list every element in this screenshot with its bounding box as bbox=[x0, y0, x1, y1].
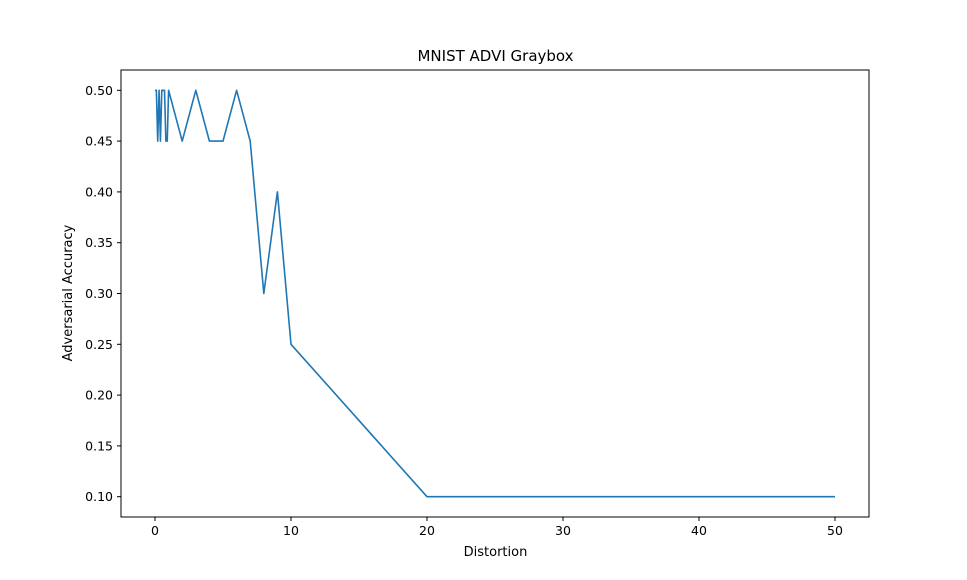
chart-title: MNIST ADVI Graybox bbox=[417, 47, 573, 65]
x-tick-label: 10 bbox=[283, 523, 299, 538]
x-tick-label: 50 bbox=[827, 523, 843, 538]
y-tick-label: 0.35 bbox=[85, 235, 113, 250]
plot-frame bbox=[120, 69, 870, 518]
y-tick-label: 0.50 bbox=[85, 83, 113, 98]
y-tick-label: 0.20 bbox=[85, 388, 113, 403]
x-axis: 0 10 20 30 40 50 bbox=[151, 517, 843, 538]
series-line bbox=[155, 89, 835, 498]
plot-area bbox=[155, 89, 835, 498]
y-tick-label: 0.45 bbox=[85, 134, 113, 149]
x-tick-label: 30 bbox=[555, 523, 571, 538]
y-tick-label: 0.30 bbox=[85, 286, 113, 301]
x-axis-label: Distortion bbox=[464, 545, 528, 560]
y-tick-label: 0.25 bbox=[85, 337, 113, 352]
x-tick-label: 20 bbox=[419, 523, 435, 538]
y-axis-label: Adversarial Accuracy bbox=[61, 224, 76, 361]
y-tick-label: 0.10 bbox=[85, 489, 113, 504]
x-tick-label: 40 bbox=[691, 523, 707, 538]
x-tick-label: 0 bbox=[151, 523, 159, 538]
y-tick-label: 0.15 bbox=[85, 438, 113, 453]
y-axis: 0.10 0.15 0.20 0.25 0.30 0.35 0.40 0.45 0.50 bbox=[85, 83, 121, 504]
y-tick-label: 0.40 bbox=[85, 184, 113, 199]
